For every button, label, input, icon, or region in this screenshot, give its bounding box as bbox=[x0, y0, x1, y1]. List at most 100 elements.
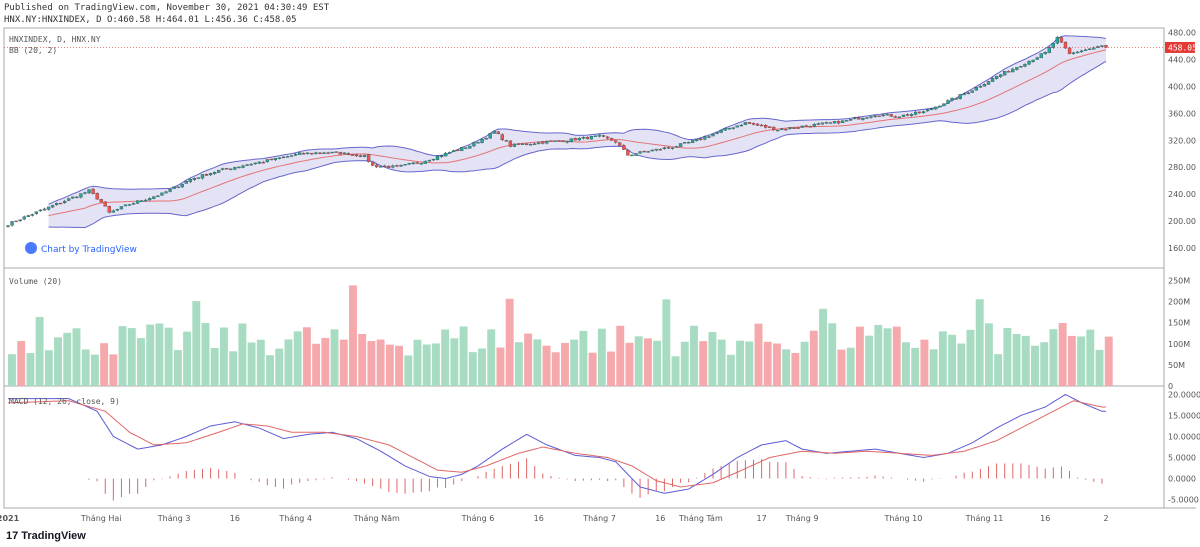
candle-body bbox=[565, 141, 569, 143]
candle-body bbox=[901, 114, 906, 117]
volume-bar bbox=[883, 328, 892, 386]
candle-body bbox=[735, 125, 739, 128]
candle-body bbox=[549, 140, 553, 142]
volume-bar bbox=[542, 345, 551, 386]
candle-body bbox=[796, 127, 800, 129]
candle-body bbox=[387, 166, 391, 168]
candle-body bbox=[958, 94, 962, 99]
candle-body bbox=[727, 128, 731, 130]
candle-body bbox=[755, 123, 760, 126]
macd-line bbox=[8, 393, 1106, 494]
price-tick-label: 160.00 bbox=[1168, 244, 1196, 253]
candle-body bbox=[516, 143, 521, 145]
candle-body bbox=[200, 174, 205, 179]
volume-bar bbox=[938, 331, 947, 386]
candle-body bbox=[208, 173, 213, 176]
candle-body bbox=[245, 164, 249, 166]
macd-tick-label: 20.0000 bbox=[1168, 390, 1200, 399]
candle-body bbox=[1051, 43, 1055, 48]
candle-body bbox=[820, 122, 825, 125]
candle-body bbox=[229, 168, 233, 171]
candle-body bbox=[1063, 41, 1068, 49]
candle-body bbox=[954, 98, 958, 100]
candle-body bbox=[573, 138, 577, 141]
volume-tick-label: 50M bbox=[1168, 361, 1185, 370]
macd-label: MACD (12, 26, close, 9) bbox=[9, 397, 120, 406]
candle-body bbox=[881, 114, 885, 117]
candle-body bbox=[808, 126, 812, 128]
volume-bar bbox=[634, 336, 643, 386]
macd-tick-label: 5.0000 bbox=[1168, 454, 1196, 463]
candle-body bbox=[533, 143, 537, 145]
candle-body bbox=[302, 152, 306, 155]
candle-body bbox=[79, 193, 83, 198]
candle-body bbox=[439, 155, 444, 157]
volume-bar bbox=[127, 328, 136, 386]
candle-body bbox=[18, 219, 22, 222]
volume-bar bbox=[662, 299, 671, 386]
volume-bar bbox=[450, 338, 459, 386]
candle-body bbox=[34, 211, 39, 214]
candle-body bbox=[650, 149, 654, 152]
candle-body bbox=[634, 153, 638, 156]
macd-tick-label: -5.0000 bbox=[1168, 496, 1199, 505]
candle-body bbox=[816, 123, 820, 125]
volume-bar bbox=[929, 349, 938, 386]
watermark[interactable]: Chart by TradingView bbox=[25, 242, 137, 255]
candle-body bbox=[156, 195, 160, 198]
chart-canvas[interactable]: 160.00 200.00 240.00 280.00 320.00 360.00 400.… bbox=[0, 0, 1200, 527]
volume-bar bbox=[17, 340, 26, 386]
volume-bar bbox=[671, 356, 680, 386]
candle-body bbox=[950, 97, 954, 101]
candle-body bbox=[897, 116, 902, 119]
candle-body bbox=[731, 127, 735, 129]
candle-body bbox=[545, 141, 549, 144]
volume-tick-label: 200M bbox=[1168, 298, 1190, 307]
tradingview-logo[interactable]: 17 TradingView bbox=[6, 530, 86, 542]
candle-body bbox=[261, 161, 265, 164]
time-tick-label: Tháng 11 bbox=[965, 514, 1004, 523]
volume-bar bbox=[395, 345, 404, 386]
time-tick-label: Tháng 3 bbox=[157, 514, 191, 523]
time-tick-label: Tháng 6 bbox=[461, 514, 495, 523]
candle-body bbox=[464, 147, 468, 149]
candle-body bbox=[966, 92, 970, 95]
candle-body bbox=[310, 152, 314, 155]
candle-body bbox=[383, 165, 387, 168]
candle-body bbox=[131, 203, 136, 205]
candle-body bbox=[334, 151, 338, 153]
volume-bar bbox=[957, 343, 966, 386]
time-tick-label: 17 bbox=[757, 514, 767, 523]
candle-body bbox=[751, 122, 756, 125]
candle-body bbox=[346, 153, 350, 155]
candle-body bbox=[662, 147, 667, 150]
candle-body bbox=[476, 142, 480, 144]
candle-body bbox=[930, 108, 934, 110]
candle-body bbox=[204, 174, 209, 176]
watermark-text: Chart by TradingView bbox=[41, 245, 137, 255]
candle-body bbox=[180, 183, 184, 188]
candle-body bbox=[468, 145, 472, 149]
volume-bar bbox=[72, 328, 81, 386]
candle-body bbox=[281, 156, 286, 159]
candle-body bbox=[885, 114, 889, 116]
volume-bar bbox=[201, 322, 210, 386]
volume-bar bbox=[349, 285, 357, 386]
candle-body bbox=[233, 167, 237, 170]
price-tick-label: 280.00 bbox=[1168, 163, 1196, 172]
volume-bar bbox=[1040, 342, 1049, 386]
time-tick-label: Tháng Tám bbox=[678, 514, 723, 523]
candle-body bbox=[115, 209, 120, 211]
candle-body bbox=[994, 76, 999, 79]
candle-body bbox=[164, 191, 168, 194]
candle-body bbox=[38, 209, 43, 212]
candle-body bbox=[597, 134, 602, 137]
candle-body bbox=[273, 157, 278, 161]
candle-body bbox=[403, 164, 407, 166]
candle-body bbox=[922, 111, 926, 113]
candle-body bbox=[747, 122, 752, 124]
candle-body bbox=[508, 140, 513, 147]
candle-body bbox=[605, 136, 610, 139]
candle-body bbox=[804, 125, 808, 127]
candle-body bbox=[946, 100, 950, 104]
